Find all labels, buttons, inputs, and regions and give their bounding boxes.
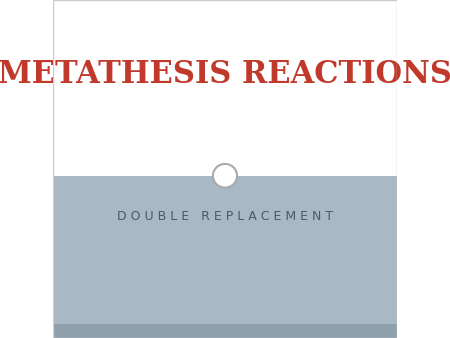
Bar bbox=[53, 0, 397, 176]
Bar bbox=[53, 324, 397, 338]
Text: D O U B L E   R E P L A C E M E N T: D O U B L E R E P L A C E M E N T bbox=[117, 210, 333, 223]
Bar bbox=[53, 176, 397, 324]
Text: METATHESIS REACTIONS: METATHESIS REACTIONS bbox=[0, 59, 450, 90]
Circle shape bbox=[213, 164, 237, 188]
